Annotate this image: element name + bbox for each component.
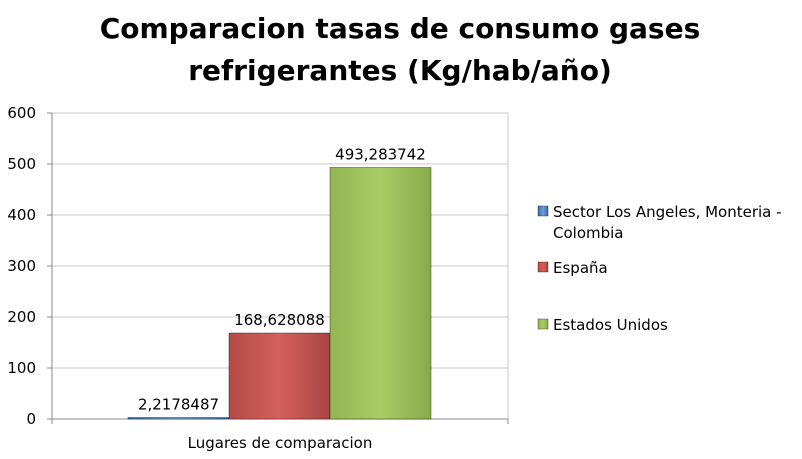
legend-swatch-1 (537, 205, 549, 217)
chart-title: Comparacion tasas de consumo gases refri… (100, 12, 701, 87)
legend: Sector Los Angeles, Monteria - Colombia Es… (537, 203, 782, 334)
bar-1 (127, 417, 230, 420)
y-tick-label: 200 (7, 308, 36, 326)
y-tick-label: 600 (7, 104, 36, 122)
bar-2 (228, 332, 331, 420)
bar-3 (329, 166, 432, 420)
legend-label-1: Sector Los Angeles, Monteria - (553, 203, 782, 221)
gridlines (52, 112, 508, 369)
data-label-1: 2,2178487 (138, 396, 219, 414)
legend-label-3: Estados Unidos (553, 316, 668, 334)
chart-title-line-2: refrigerantes (Kg/hab/año) (188, 54, 612, 87)
data-labels: 2,2178487 168,628088 493,283742 (138, 145, 426, 413)
data-label-2: 168,628088 (234, 311, 325, 329)
data-label-3: 493,283742 (335, 145, 426, 163)
legend-swatch-3 (537, 318, 549, 330)
y-tick-label: 400 (7, 206, 36, 224)
y-tick-label: 300 (7, 257, 36, 275)
y-tick-label: 0 (26, 410, 36, 428)
legend-swatch-2 (537, 261, 549, 273)
legend-label-2: España (553, 259, 608, 277)
y-tick-label: 500 (7, 155, 36, 173)
y-tick-label: 100 (7, 359, 36, 377)
bars (127, 166, 432, 420)
chart-title-line-1: Comparacion tasas de consumo gases (100, 12, 701, 45)
legend-label-1: Colombia (553, 224, 624, 242)
x-axis-title: Lugares de comparacion (188, 434, 373, 452)
